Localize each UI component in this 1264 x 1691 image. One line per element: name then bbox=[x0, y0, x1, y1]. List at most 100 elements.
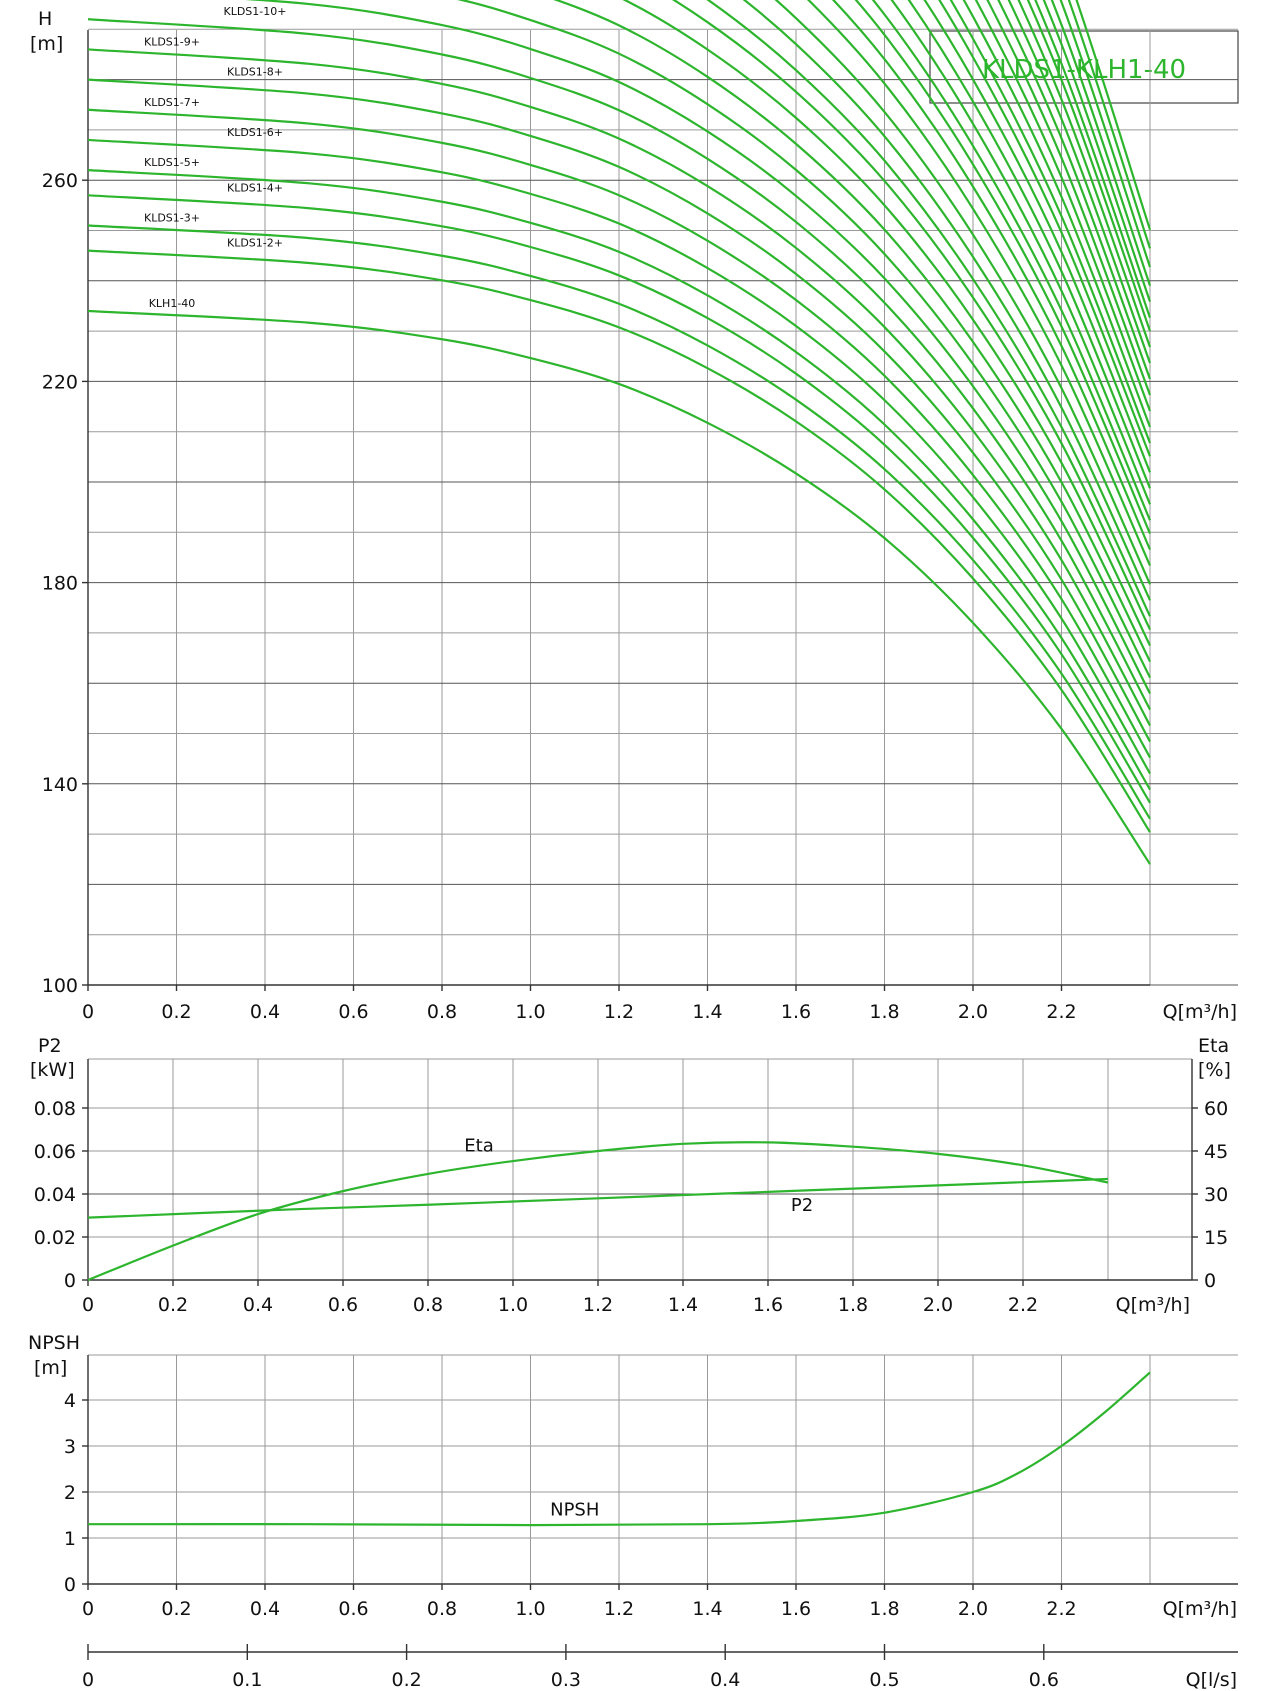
series-line bbox=[949, 0, 1152, 444]
x-axis-label: Q[m³/h] bbox=[1116, 1294, 1190, 1316]
flow-ls-axis: 0 0.1 0.2 0.3 0.4 0.5 0.6 Q[l/s] bbox=[82, 1644, 1238, 1691]
ls-tick-label: 0.4 bbox=[710, 1669, 740, 1691]
series-line bbox=[871, 0, 1152, 521]
series-line bbox=[974, 0, 1152, 412]
x-tick-label: 2.2 bbox=[1008, 1294, 1038, 1316]
y-axis-unit: [m] bbox=[30, 33, 63, 55]
y-left-tick-label: 0.08 bbox=[34, 1098, 76, 1120]
y-tick-label: 140 bbox=[42, 774, 78, 796]
y-right-axis-unit: [%] bbox=[1198, 1059, 1231, 1081]
series-line bbox=[923, 0, 1152, 473]
x-tick-label: 0.8 bbox=[413, 1294, 443, 1316]
y-tick-label: 100 bbox=[42, 975, 78, 997]
head-chart: 10014018022026030034038042046000.20.40.6… bbox=[30, 0, 1238, 1023]
y-left-axis-unit: [kW] bbox=[30, 1059, 75, 1081]
eta-series-line bbox=[87, 1141, 1109, 1282]
x-tick-label: 0.2 bbox=[161, 1598, 191, 1620]
y-right-tick-label: 45 bbox=[1204, 1141, 1228, 1163]
series-label: KLDS1-4+ bbox=[227, 181, 283, 194]
x-tick-label: 2.2 bbox=[1046, 1598, 1076, 1620]
series-line bbox=[87, 108, 1151, 759]
series-line bbox=[997, 0, 1152, 380]
ls-tick-label: 0.3 bbox=[551, 1669, 581, 1691]
x-tick-label: 0.8 bbox=[427, 1598, 457, 1620]
series-label: KLDS1-8+ bbox=[227, 66, 283, 79]
x-tick-label: 2.0 bbox=[958, 1598, 988, 1620]
y-right-tick-label: 30 bbox=[1204, 1184, 1228, 1206]
series-label: KLH1-40 bbox=[149, 297, 196, 310]
series-line bbox=[87, 48, 1151, 727]
x-tick-label: 2.0 bbox=[923, 1294, 953, 1316]
x-tick-label: 1.8 bbox=[838, 1294, 868, 1316]
y-right-axis-label: Eta bbox=[1198, 1035, 1229, 1057]
x-tick-label: 0.6 bbox=[338, 1598, 368, 1620]
x-tick-label: 0.4 bbox=[250, 1001, 280, 1023]
series-label: KLDS1-9+ bbox=[144, 35, 200, 48]
series-line bbox=[986, 0, 1152, 396]
series-line bbox=[806, 0, 1152, 567]
series-label: KLDS1-2+ bbox=[227, 237, 283, 250]
x-tick-label: 1.0 bbox=[515, 1598, 545, 1620]
series-line bbox=[87, 309, 1151, 865]
series-line bbox=[87, 18, 1151, 711]
series-line bbox=[1026, 0, 1152, 332]
y-tick-label: 260 bbox=[42, 170, 78, 192]
x-tick-label: 0.2 bbox=[161, 1001, 191, 1023]
series-label: NPSH bbox=[550, 1499, 599, 1520]
y-axis-label: NPSH bbox=[28, 1332, 80, 1354]
y-tick-label: 220 bbox=[42, 371, 78, 393]
ls-tick-label: 0.2 bbox=[391, 1669, 421, 1691]
x-tick-label: 0.6 bbox=[328, 1294, 358, 1316]
ls-tick-label: 0.6 bbox=[1029, 1669, 1059, 1691]
series-line bbox=[87, 169, 1151, 791]
y-axis-label: H bbox=[38, 8, 52, 30]
y-left-axis-label: P2 bbox=[38, 1035, 62, 1057]
y-axis-unit: [m] bbox=[34, 1357, 67, 1379]
x-tick-label: 1.8 bbox=[869, 1001, 899, 1023]
series-label: KLDS1-3+ bbox=[144, 211, 200, 224]
y-left-tick-label: 0.04 bbox=[34, 1184, 76, 1206]
y-tick-label: 4 bbox=[64, 1390, 76, 1412]
series-line bbox=[87, 194, 1151, 804]
x-tick-label: 1.4 bbox=[692, 1598, 722, 1620]
series-line bbox=[87, 224, 1151, 820]
series-label: KLDS1-6+ bbox=[227, 126, 283, 139]
x-tick-label: 0 bbox=[82, 1294, 94, 1316]
series-line bbox=[457, 0, 1151, 679]
y-tick-label: 3 bbox=[64, 1436, 76, 1458]
series-line bbox=[854, 0, 1152, 535]
x-tick-label: 0.4 bbox=[243, 1294, 273, 1316]
series-line bbox=[907, 0, 1152, 489]
series-line bbox=[622, 0, 1151, 647]
x-tick-label: 1.6 bbox=[781, 1598, 811, 1620]
series-line bbox=[1017, 0, 1152, 348]
x-tick-label: 0 bbox=[82, 1598, 94, 1620]
series-label: KLDS1-7+ bbox=[144, 96, 200, 109]
y-tick-label: 0 bbox=[64, 1574, 76, 1596]
y-left-tick-label: 0.06 bbox=[34, 1141, 76, 1163]
x-tick-label: 1.4 bbox=[668, 1294, 698, 1316]
series-line bbox=[890, 0, 1152, 505]
power-efficiency-chart: 0 0.02 0.04 0.06 0.08 0 15 30 45 60 0 0.2 0.4 0.6 0.8 1… bbox=[30, 1035, 1231, 1316]
x-tick-label: 1.6 bbox=[781, 1001, 811, 1023]
x-tick-label: 1.4 bbox=[692, 1001, 722, 1023]
series-line bbox=[246, 0, 1151, 695]
y-tick-label: 180 bbox=[42, 573, 78, 595]
ls-tick-label: 0 bbox=[82, 1669, 94, 1691]
series-line bbox=[671, 0, 1151, 631]
series-line bbox=[774, 0, 1152, 585]
y-right-tick-label: 15 bbox=[1204, 1227, 1228, 1249]
x-tick-label: 0.4 bbox=[250, 1598, 280, 1620]
x-tick-label: 0.2 bbox=[158, 1294, 188, 1316]
series-line bbox=[1007, 0, 1152, 364]
y-left-tick-label: 0 bbox=[64, 1270, 76, 1292]
x-tick-label: 0.8 bbox=[427, 1001, 457, 1023]
series-line bbox=[706, 0, 1151, 617]
series-line bbox=[938, 0, 1152, 457]
series-line bbox=[962, 0, 1152, 428]
ls-tick-label: 0.5 bbox=[869, 1669, 899, 1691]
x-tick-label: 1.8 bbox=[869, 1598, 899, 1620]
x-tick-label: 0 bbox=[82, 1001, 94, 1023]
x-tick-label: 1.0 bbox=[515, 1001, 545, 1023]
